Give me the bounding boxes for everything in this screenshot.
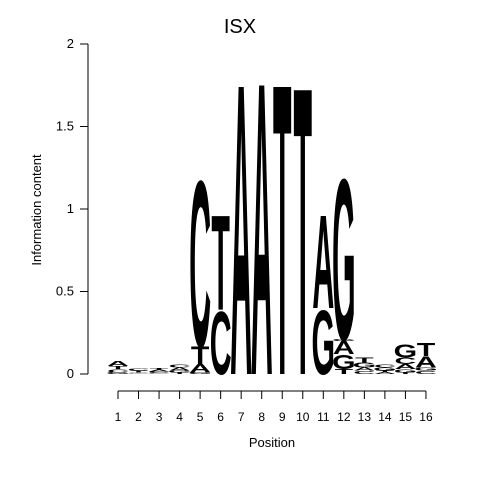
x-tick-label: 7 (238, 410, 245, 424)
logo-letter-a: A (415, 353, 437, 371)
x-tick-label: 4 (176, 410, 183, 424)
y-tick-label: 1 (67, 201, 74, 216)
logo-letter-c: C (353, 370, 375, 375)
logo-letter-c: C (169, 363, 191, 368)
logo-letter-t: T (170, 372, 189, 375)
chart-title: ISX (224, 16, 256, 38)
logo-letter-a: A (128, 372, 150, 373)
logo-letter-c: C (394, 356, 416, 366)
logo-letter-t: T (129, 370, 148, 373)
logo-letter-t: T (109, 365, 128, 370)
logo-letter-t: T (335, 368, 354, 376)
logo-letter-g: G (414, 366, 438, 371)
logo-letter-g: G (332, 339, 356, 342)
x-axis-label: Position (249, 435, 295, 450)
y-tick-label: 0 (67, 366, 74, 381)
y-axis-label: Information content (29, 154, 44, 266)
logo-letter-a: A (169, 366, 191, 371)
logo-letter-t: T (273, 0, 292, 463)
logo-letter-t: T (294, 0, 313, 461)
x-tick-label: 6 (217, 410, 224, 424)
logo-letter-a: A (189, 362, 211, 375)
logo-letter-c: C (148, 371, 170, 374)
x-tick-label: 10 (296, 410, 310, 424)
y-tick-label: 0.5 (56, 284, 74, 299)
logo-letter-a: A (333, 338, 355, 359)
logo-letter-t: T (191, 341, 210, 369)
x-tick-label: 13 (358, 410, 372, 424)
x-tick-label: 1 (115, 410, 122, 424)
logo-letter-a: A (107, 359, 129, 367)
logo-letter-t: T (150, 368, 169, 371)
x-tick-label: 2 (135, 410, 142, 424)
logo-letter-g: G (332, 350, 356, 374)
logo-letter-c: C (107, 368, 129, 373)
logo-letter-g: G (147, 373, 171, 374)
x-tick-label: 5 (197, 410, 204, 424)
x-tick-label: 9 (279, 410, 286, 424)
logo-letter-a: A (312, 187, 334, 337)
logo-letter-t: T (376, 370, 395, 373)
logo-letter-a: A (148, 369, 170, 372)
x-tick-label: 11 (317, 410, 330, 424)
logo-letter-t: T (211, 187, 230, 339)
logo-letter-g: G (127, 373, 151, 374)
logo-letter-g: G (332, 130, 356, 388)
logo-letter-a: A (230, 0, 252, 463)
x-tick-label: 12 (337, 410, 351, 424)
logo-letter-g: G (394, 341, 418, 362)
logo-letter-c: C (415, 370, 437, 375)
y-tick-label: 1.5 (56, 119, 74, 134)
x-tick-label: 3 (156, 410, 163, 424)
logo-letter-t: T (355, 356, 374, 364)
x-tick-label: 15 (399, 410, 413, 424)
y-tick-label: 2 (67, 36, 74, 51)
x-axis: 1 2 3 4 5 6 7 8 9 10 11 12 13 14 15 16 (115, 390, 433, 424)
logo-letter-c: C (128, 369, 150, 372)
x-tick-label: 8 (258, 410, 265, 424)
logo-letter-g: G (168, 370, 192, 373)
logo-letter-a: A (394, 363, 416, 371)
y-axis: 0 0.5 1 1.5 2 (56, 36, 89, 381)
logo-letter-g: G (312, 291, 336, 394)
logo-letter-a: A (353, 366, 375, 371)
logo-letter-g: G (373, 366, 397, 371)
logo-letter-a: A (374, 372, 396, 375)
logo-letter-g: G (394, 368, 418, 373)
logo-letter-g: G (106, 372, 130, 375)
logo-letter-c: C (189, 131, 211, 396)
x-tick-label: 14 (378, 410, 392, 424)
logo-letter-a: A (251, 0, 273, 464)
logo-letter-g: G (353, 361, 377, 369)
logo-letter-t: T (396, 372, 415, 375)
x-tick-label: 16 (419, 410, 433, 424)
logo-letter-g: G (188, 372, 212, 375)
logo-letter-c: C (210, 294, 232, 395)
logo-letter-c: C (374, 363, 396, 368)
logo-letter-t: T (417, 340, 436, 361)
